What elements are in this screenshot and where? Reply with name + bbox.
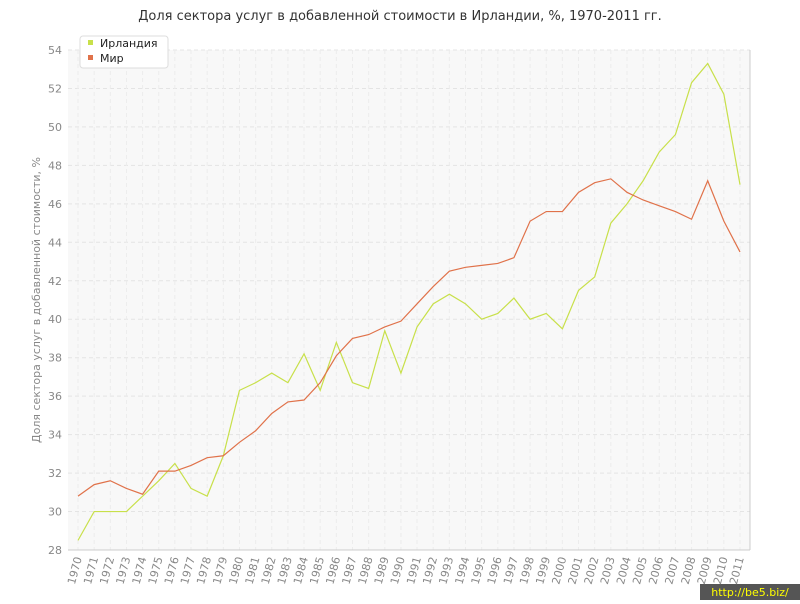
watermark: http://be5.biz/ bbox=[711, 586, 789, 599]
legend-box bbox=[79, 35, 169, 69]
y-tick-label: 40 bbox=[48, 313, 62, 326]
series-line bbox=[77, 62, 741, 541]
legend-swatch bbox=[88, 40, 93, 45]
y-tick-label: 32 bbox=[48, 467, 62, 480]
y-tick-label: 54 bbox=[48, 44, 62, 57]
series-line bbox=[77, 178, 741, 497]
y-tick-label: 36 bbox=[48, 390, 62, 403]
watermark-bg bbox=[700, 584, 800, 600]
y-tick-label: 28 bbox=[48, 544, 62, 557]
y-tick-label: 52 bbox=[48, 82, 62, 95]
y-tick-label: 48 bbox=[48, 159, 62, 172]
y-axis-label: Доля сектора услуг в добавленной стоимос… bbox=[30, 157, 43, 443]
plot-area bbox=[68, 50, 750, 550]
chart-title: Доля сектора услуг в добавленной стоимос… bbox=[138, 9, 662, 24]
legend-label: Мир bbox=[100, 52, 124, 65]
y-tick-label: 30 bbox=[48, 506, 62, 519]
legend-swatch bbox=[88, 55, 93, 60]
y-tick-label: 38 bbox=[48, 352, 62, 365]
y-tick-label: 46 bbox=[48, 198, 62, 211]
y-tick-label: 34 bbox=[48, 429, 62, 442]
y-tick-label: 50 bbox=[48, 121, 62, 134]
y-tick-label: 42 bbox=[48, 275, 62, 288]
legend-label: Ирландия bbox=[100, 37, 158, 50]
y-tick-label: 44 bbox=[48, 236, 62, 249]
